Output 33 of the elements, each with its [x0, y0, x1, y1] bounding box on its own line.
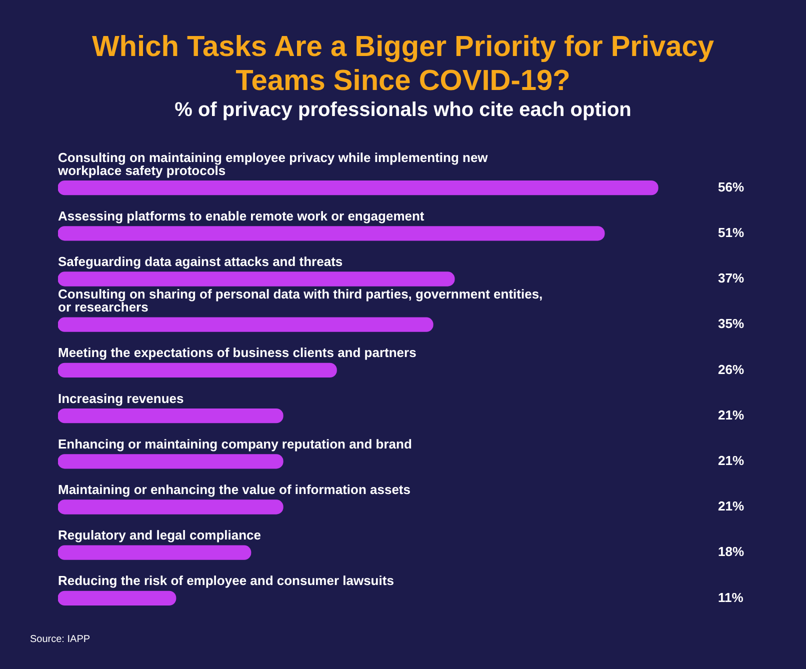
- data-label: 21%: [718, 407, 744, 422]
- bar: [58, 590, 176, 606]
- data-label: 51%: [718, 224, 744, 240]
- y-tick-label: Increasing revenues: [58, 390, 184, 406]
- y-tick-label: Safeguarding data against attacks and threats: [58, 254, 343, 269]
- data-label: 26%: [718, 362, 744, 377]
- y-tick-label: Regulatory and legal compliance: [58, 528, 261, 543]
- source-note: Source: IAPP: [30, 634, 90, 645]
- data-label: 35%: [718, 316, 744, 332]
- bar: [58, 545, 252, 560]
- bar: [58, 500, 284, 514]
- y-tick-label: Reducing the risk of employee and consumer lawsuits: [58, 573, 394, 588]
- bar: [58, 454, 284, 469]
- data-label: 21%: [718, 498, 744, 514]
- data-label: 21%: [718, 452, 744, 468]
- data-label: 37%: [718, 270, 744, 286]
- bar: [58, 408, 284, 424]
- y-tick-label: Maintaining or enhancing the value of information assets: [58, 482, 410, 497]
- bar: [58, 362, 337, 378]
- y-tick-label: Enhancing or maintaining company reputation and brand: [58, 436, 412, 452]
- data-label: 56%: [718, 179, 744, 194]
- y-tick-label: Assessing platforms to enable remote work or engagement: [58, 208, 425, 224]
- bar: [58, 180, 658, 196]
- data-label: 18%: [718, 544, 744, 560]
- chart-subtitle: % of privacy professionals who cite each option: [174, 99, 632, 122]
- chart-title: Which Tasks Are a Bigger Priority for Privacy Teams Since COVID-19?: [90, 30, 716, 98]
- bar: [58, 226, 605, 241]
- y-tick-label: Meeting the expectations of business clients and partners: [58, 345, 416, 360]
- y-tick-label: Consulting on maintaining employee privacy while implementing new workplace safety protocols: [57, 150, 489, 178]
- y-tick-label: Consulting on sharing of personal data with third parties, government entities, or researchers: [58, 286, 543, 315]
- data-label: 11%: [718, 590, 744, 605]
- bar: [58, 272, 455, 286]
- bar: [58, 317, 434, 332]
